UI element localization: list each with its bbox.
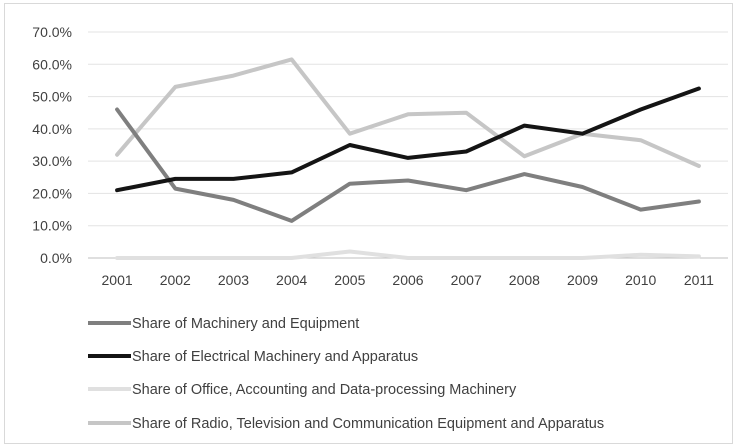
series-line-1: [115, 107, 701, 223]
legend-label: Share of Radio, Television and Communica…: [132, 416, 604, 432]
y-tick-label: 70.0%: [32, 24, 72, 40]
y-tick-label: 30.0%: [32, 153, 72, 169]
legend: Share of Machinery and Equipment Share of…: [88, 316, 604, 432]
legend-label: Share of Machinery and Equipment: [132, 316, 359, 332]
y-tick-label: 0.0%: [40, 250, 72, 266]
x-tick-label: 2004: [276, 272, 307, 288]
y-tick-label: 60.0%: [32, 56, 72, 72]
series-line-2: [115, 86, 701, 193]
series-line-4: [115, 57, 701, 168]
x-tick-label: 2007: [451, 272, 482, 288]
legend-label: Share of Electrical Machinery and Appara…: [132, 349, 418, 365]
x-tick-label: 2006: [392, 272, 423, 288]
x-tick-label: 2005: [334, 272, 365, 288]
gridlines: [88, 31, 728, 259]
x-tick-label: 2010: [625, 272, 656, 288]
y-tick-label: 10.0%: [32, 218, 72, 234]
y-tick-label: 50.0%: [32, 89, 72, 105]
x-tick-label: 2003: [218, 272, 249, 288]
y-tick-label: 20.0%: [32, 185, 72, 201]
plot-series: [115, 57, 701, 260]
x-tick-label: 2001: [102, 272, 133, 288]
legend-label: Share of Office, Accounting and Data-pro…: [132, 382, 517, 398]
x-axis: 2001 2002 2003 2004 2005 2006 2007 2008 2009 2010…: [102, 272, 715, 288]
x-tick-label: 2002: [160, 272, 191, 288]
x-tick-label: 2009: [567, 272, 598, 288]
y-axis: 0.0% 10.0% 20.0% 30.0% 40.0% 50.0% 60.0% 70.0%: [32, 24, 72, 266]
x-tick-label: 2011: [684, 272, 714, 288]
chart-frame: [4, 3, 733, 444]
series-line-3: [115, 249, 701, 260]
y-tick-label: 40.0%: [32, 121, 72, 137]
x-tick-label: 2008: [509, 272, 540, 288]
